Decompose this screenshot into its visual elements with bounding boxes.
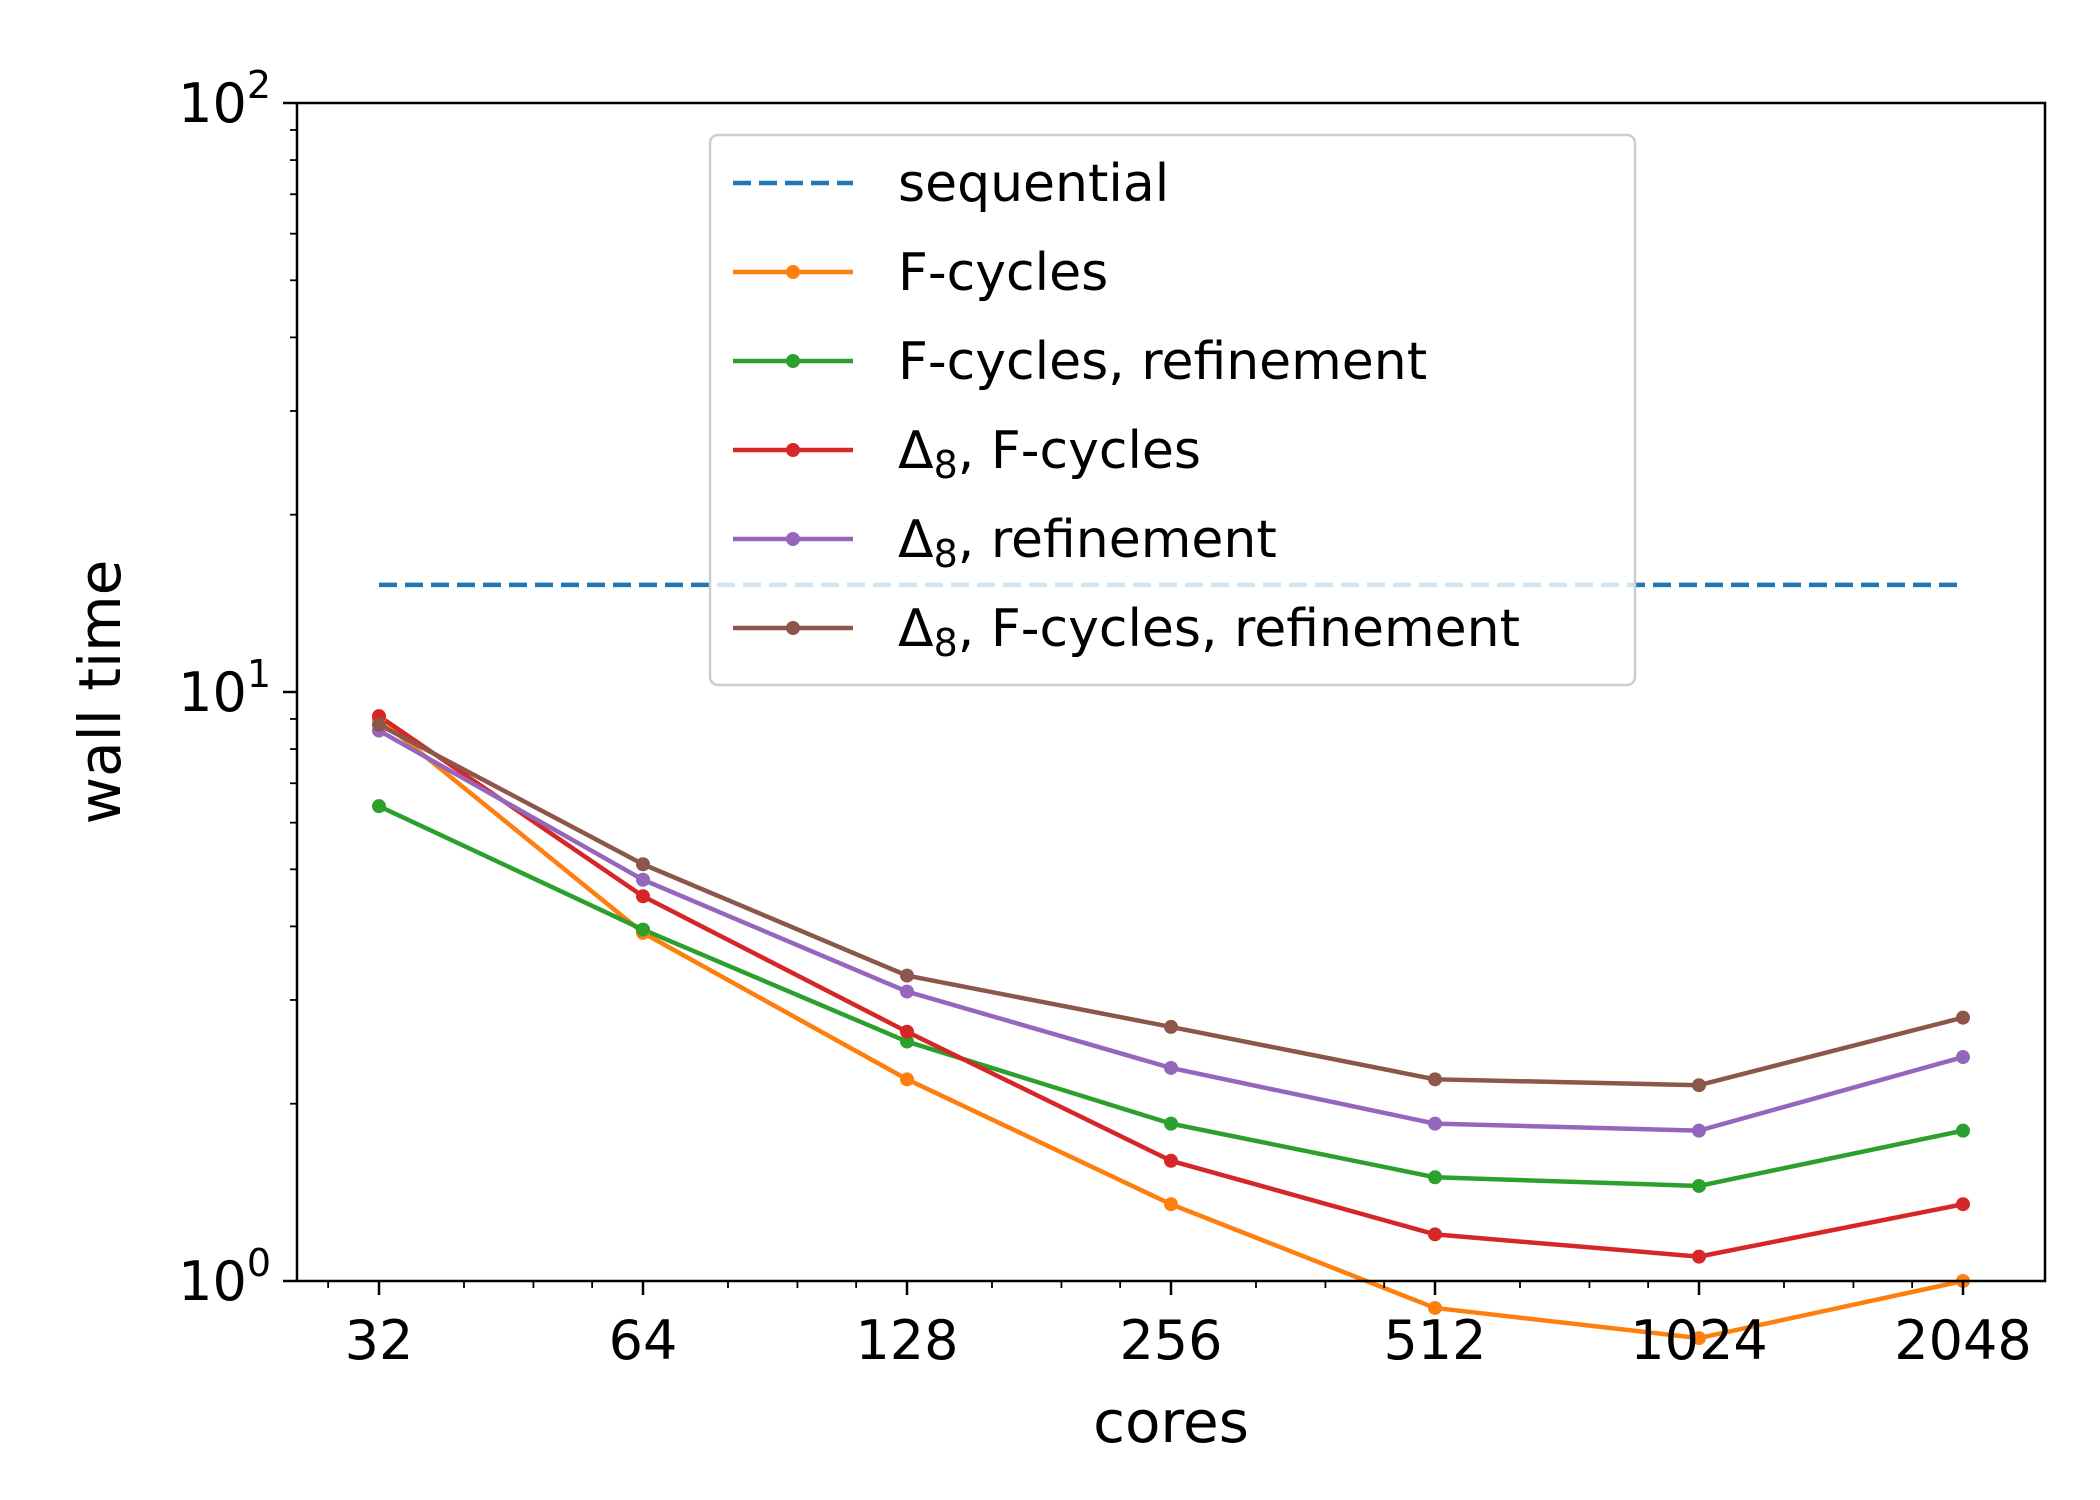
data-point <box>1164 1153 1178 1168</box>
data-point <box>636 857 650 872</box>
data-point <box>636 872 650 887</box>
y-axis-ticks: 100 101 102 <box>178 63 297 1313</box>
data-point <box>1956 1050 1970 1065</box>
data-point <box>1164 1197 1178 1212</box>
legend-marker <box>786 443 800 457</box>
x-tick-label: 2048 <box>1894 1309 2031 1372</box>
data-point <box>1164 1019 1178 1034</box>
data-point <box>900 1072 914 1087</box>
x-tick-label: 64 <box>609 1309 678 1372</box>
data-point <box>1164 1060 1178 1075</box>
legend-label: F-cycles, refinement <box>898 332 1427 392</box>
x-tick-label: 128 <box>855 1309 958 1372</box>
data-point <box>1692 1331 1706 1346</box>
x-axis-ticks: 32 64 128 256 512 1024 2048 <box>327 1281 2032 1372</box>
data-point <box>1428 1170 1442 1185</box>
legend-box <box>708 133 1637 687</box>
data-point <box>1692 1178 1706 1193</box>
legend-marker <box>786 532 800 546</box>
data-point <box>1956 1010 1970 1025</box>
legend-label: F-cycles <box>898 243 1108 303</box>
data-point <box>1692 1249 1706 1264</box>
x-axis-label: cores <box>1093 1388 1249 1456</box>
legend-marker <box>786 354 800 368</box>
data-point <box>1692 1078 1706 1093</box>
legend-label: Δ8, F-cycles <box>898 421 1201 487</box>
y-tick-label: 102 <box>178 63 271 135</box>
data-point <box>1428 1227 1442 1242</box>
data-point <box>1956 1197 1970 1212</box>
data-point <box>636 922 650 937</box>
data-point <box>1692 1123 1706 1138</box>
data-point <box>900 968 914 983</box>
data-point <box>1428 1072 1442 1087</box>
y-tick-label: 100 <box>178 1241 271 1313</box>
legend-label: Δ8, F-cycles, refinement <box>898 599 1520 665</box>
data-point <box>636 889 650 904</box>
x-tick-label: 512 <box>1383 1309 1486 1372</box>
data-point <box>900 1034 914 1049</box>
legend-marker <box>786 621 800 635</box>
data-point <box>1956 1123 1970 1138</box>
data-point <box>372 799 386 814</box>
y-axis-label: wall time <box>66 560 134 825</box>
x-tick-label: 256 <box>1119 1309 1222 1372</box>
x-tick-label: 32 <box>345 1309 414 1372</box>
data-point <box>900 1024 914 1039</box>
data-point <box>372 717 386 732</box>
data-point <box>1164 1116 1178 1131</box>
legend-label: sequential <box>898 154 1169 214</box>
data-point <box>1428 1300 1442 1315</box>
data-point <box>900 984 914 999</box>
series-markers <box>372 709 1970 1346</box>
legend-marker <box>786 265 800 279</box>
legend: sequential F-cycles F-cycles, refinement Δ8… <box>708 133 1637 687</box>
y-tick-label: 101 <box>178 652 271 724</box>
legend-label: Δ8, refinement <box>898 510 1277 576</box>
data-point <box>1428 1116 1442 1131</box>
x-tick-label: 1024 <box>1630 1309 1767 1372</box>
